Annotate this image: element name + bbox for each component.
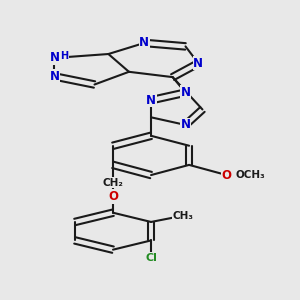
Text: N: N [181,118,190,131]
Text: N: N [146,94,156,107]
Text: N: N [193,57,203,70]
Text: N: N [140,36,149,50]
Text: Cl: Cl [145,253,157,263]
Text: O: O [222,169,232,182]
Text: CH₂: CH₂ [103,178,124,188]
Text: N: N [50,51,59,64]
Text: O: O [108,190,118,203]
Text: OCH₃: OCH₃ [236,170,266,180]
Text: N: N [181,86,190,99]
Text: CH₃: CH₃ [172,211,194,221]
Text: H: H [60,51,68,61]
Text: N: N [50,70,59,83]
